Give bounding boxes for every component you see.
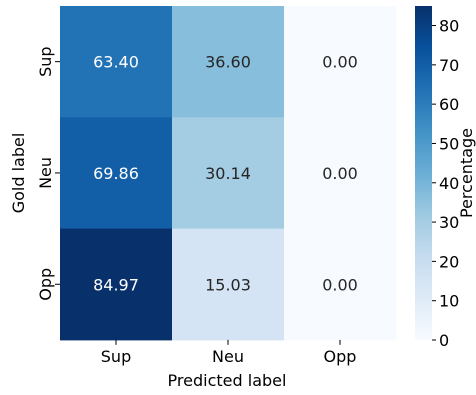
colorbar-tick-label: 20 <box>439 252 459 271</box>
x-axis-label: Predicted label <box>168 371 287 390</box>
heatmap-cell <box>60 6 173 118</box>
colorbar-tick-label: 50 <box>439 134 459 153</box>
colorbar-tick-label: 10 <box>439 292 459 311</box>
cell-value-label: 0.00 <box>322 53 358 72</box>
x-tick-label: Opp <box>324 347 357 366</box>
heatmap-cell <box>172 6 285 118</box>
y-tick-label: Opp <box>36 268 55 301</box>
y-tick-label: Neu <box>36 157 55 189</box>
colorbar-tick-label: 40 <box>439 174 459 193</box>
cell-value-label: 36.60 <box>205 53 251 72</box>
cell-value-label: 0.00 <box>322 164 358 183</box>
cell-value-label: 63.40 <box>93 53 139 72</box>
heatmap-cell <box>172 228 285 341</box>
heatmap-cells: 63.40 36.60 0.00 69.86 30.14 0.00 84.97 15.03 0.… <box>60 6 397 341</box>
y-axis-label: Gold label <box>9 133 28 214</box>
heatmap-cell <box>284 228 397 341</box>
cell-value-label: 15.03 <box>205 275 251 294</box>
y-tick-label: Sup <box>36 46 55 76</box>
heatmap-cell <box>60 228 173 341</box>
heatmap-cell <box>60 117 173 230</box>
y-axis-ticks: Sup Neu Opp <box>36 46 60 301</box>
heatmap-cell <box>172 117 285 230</box>
cell-value-label: 69.86 <box>93 164 139 183</box>
heatmap-cell <box>284 6 397 118</box>
colorbar-tick-label: 60 <box>439 95 459 114</box>
colorbar-tick-label: 0 <box>439 331 449 350</box>
heatmap-cell <box>284 117 397 230</box>
colorbar-tick-label: 80 <box>439 17 459 36</box>
x-tick-label: Sup <box>101 347 131 366</box>
cell-value-label: 84.97 <box>93 275 139 294</box>
colorbar-tick-label: 30 <box>439 213 459 232</box>
x-tick-label: Neu <box>212 347 244 366</box>
cell-value-label: 0.00 <box>322 275 358 294</box>
cell-value-label: 30.14 <box>205 164 251 183</box>
colorbar-label: Percentage <box>457 128 476 218</box>
colorbar-ticks: 0 10 20 30 40 50 60 70 80 <box>432 17 459 350</box>
colorbar <box>415 6 432 340</box>
colorbar-tick-label: 70 <box>439 56 459 75</box>
x-axis-ticks: Sup Neu Opp <box>101 339 357 366</box>
